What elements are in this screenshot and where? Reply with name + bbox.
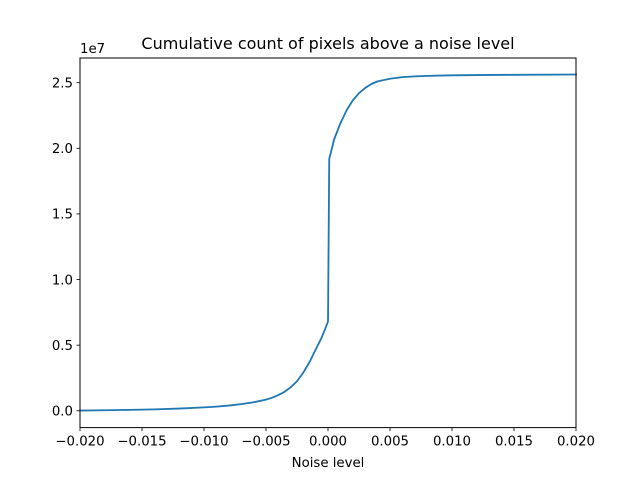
x-tick-label: 0.010 [433,435,471,450]
x-tick-label: −0.015 [117,435,166,450]
y-tick-label: 1.0 [52,273,73,288]
x-tick-label: 0.020 [557,435,595,450]
y-tick-label: 0.5 [52,339,73,354]
chart-title: Cumulative count of pixels above a noise… [141,34,514,53]
y-tick-label: 2.5 [52,76,73,91]
x-tick-label: −0.020 [55,435,104,450]
y-offset-text: 1e7 [80,42,105,57]
x-tick-label: 0.015 [495,435,533,450]
y-tick-label: 2.0 [52,142,73,157]
x-axis-label: Noise level [292,456,365,471]
x-tick-label: −0.005 [241,435,290,450]
plot-frame [79,57,577,429]
y-tick-label: 1.5 [52,208,73,223]
x-tick-label: 0.005 [371,435,409,450]
series-line [79,73,577,412]
x-tick-label: −0.010 [179,435,228,450]
series-layer [79,73,577,412]
ticks-layer: −0.020 −0.015 −0.010 −0.005 0.000 0.005 0.010 0… [52,76,595,449]
x-tick-label: 0.000 [309,435,347,450]
y-tick-label: 0.0 [52,405,73,420]
